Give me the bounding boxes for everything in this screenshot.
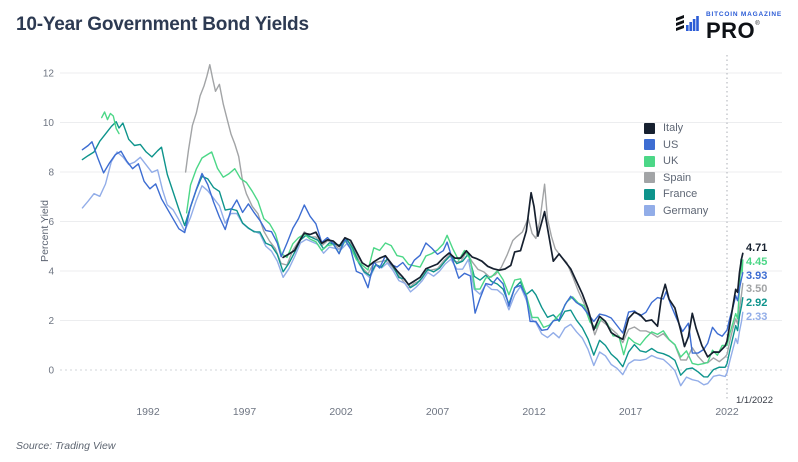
- legend-item-france[interactable]: France: [644, 188, 708, 200]
- legend-label-italy: Italy: [663, 122, 684, 134]
- legend-swatch-uk: [644, 155, 655, 167]
- legend-label-spain: Spain: [663, 171, 692, 184]
- series-line-germany: [81, 151, 744, 387]
- logo-wordmark: BITCOIN MAGAZINE PRO ®: [706, 11, 782, 43]
- end-value-uk: 4.45: [746, 256, 768, 268]
- series-line-uk-seg1: [185, 151, 744, 366]
- x-tick-label-2022: 2022: [715, 406, 739, 418]
- x-tick-label-2012: 2012: [522, 406, 546, 418]
- bitcoin-magazine-pro-logo: BITCOIN MAGAZINE PRO ®: [675, 11, 782, 43]
- end-value-italy: 4.71: [746, 242, 768, 254]
- series-line-italy: [282, 191, 744, 358]
- end-value-us: 3.93: [746, 270, 768, 282]
- legend-swatch-germany: [644, 205, 655, 216]
- legend-swatch-spain: [644, 172, 655, 183]
- end-value-france: 2.92: [746, 297, 768, 309]
- legend-item-us[interactable]: US: [644, 139, 708, 151]
- bars-logo-icon: [675, 12, 701, 41]
- y-tick-label-10: 10: [43, 118, 55, 129]
- legend-swatch-france: [644, 188, 655, 200]
- legend-swatch-us: [644, 139, 655, 150]
- legend-label-uk: UK: [663, 155, 679, 167]
- series-line-uk: [100, 111, 120, 135]
- legend-label-france: France: [663, 188, 698, 200]
- chart-legend: Italy US UK Spain France Germany: [644, 122, 708, 217]
- legend-item-uk[interactable]: UK: [644, 155, 708, 167]
- registered-mark: ®: [755, 20, 761, 27]
- x-tick-label-2002: 2002: [329, 406, 353, 418]
- date-annotation-label: 1/1/2022: [736, 395, 773, 406]
- y-tick-label-8: 8: [48, 168, 54, 179]
- x-tick-label-1997: 1997: [233, 406, 257, 418]
- end-value-spain: 3.50: [746, 283, 768, 295]
- legend-label-us: US: [663, 138, 679, 151]
- x-tick-label-2007: 2007: [426, 406, 450, 418]
- end-value-germany: 2.33: [746, 311, 768, 323]
- logo-brand-main: PRO ®: [706, 17, 761, 43]
- legend-label-germany: Germany: [663, 204, 709, 217]
- legend-item-italy[interactable]: Italy: [644, 122, 708, 134]
- y-tick-label-6: 6: [48, 217, 54, 228]
- x-tick-label-2017: 2017: [619, 406, 643, 418]
- legend-item-spain[interactable]: Spain: [644, 172, 708, 184]
- legend-swatch-italy: [644, 122, 655, 134]
- y-tick-label-0: 0: [48, 366, 54, 377]
- page-title: 10-Year Government Bond Yields: [16, 14, 309, 35]
- x-tick-label-1992: 1992: [136, 406, 160, 418]
- legend-item-germany[interactable]: Germany: [644, 205, 708, 217]
- source-attribution: Source: Trading View: [16, 440, 116, 452]
- logo-brand-top: BITCOIN MAGAZINE: [706, 11, 782, 18]
- y-tick-label-4: 4: [48, 267, 54, 278]
- y-tick-label-2: 2: [48, 316, 54, 327]
- y-tick-label-12: 12: [43, 69, 55, 80]
